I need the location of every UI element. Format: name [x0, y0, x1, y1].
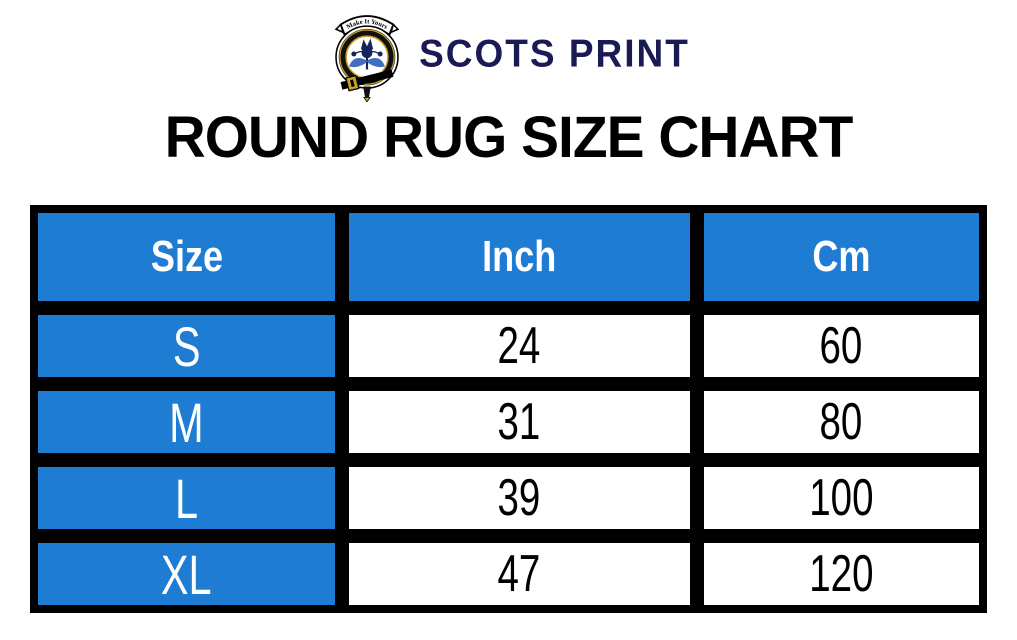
- brand-name: SCOTS PRINT: [419, 31, 690, 75]
- inch-cell: 24: [349, 315, 690, 377]
- clan-crest-icon: Make It Yours: [334, 15, 400, 102]
- size-chart-table: Size Inch Cm S 24 60 M 31 80 L 39 100 XL…: [30, 205, 987, 613]
- size-cell: L: [38, 467, 336, 529]
- col-header-inch: Inch: [349, 213, 690, 301]
- page-title: ROUND RUG SIZE CHART: [164, 105, 854, 170]
- cm-cell: 80: [703, 391, 979, 453]
- belt-buckle-icon: [340, 69, 394, 92]
- brand-header: Make It Yours: [0, 0, 1017, 102]
- inch-cell: 47: [349, 543, 690, 605]
- inch-cell: 31: [349, 391, 690, 453]
- thistle-icon: [349, 38, 385, 70]
- size-cell: M: [38, 391, 336, 453]
- size-cell: XL: [38, 543, 336, 605]
- col-header-cm: Cm: [703, 213, 979, 301]
- cm-cell: 60: [703, 315, 979, 377]
- cm-cell: 100: [703, 467, 979, 529]
- size-cell: S: [38, 315, 336, 377]
- col-header-size: Size: [38, 213, 336, 301]
- cm-cell: 120: [703, 543, 979, 605]
- inch-cell: 39: [349, 467, 690, 529]
